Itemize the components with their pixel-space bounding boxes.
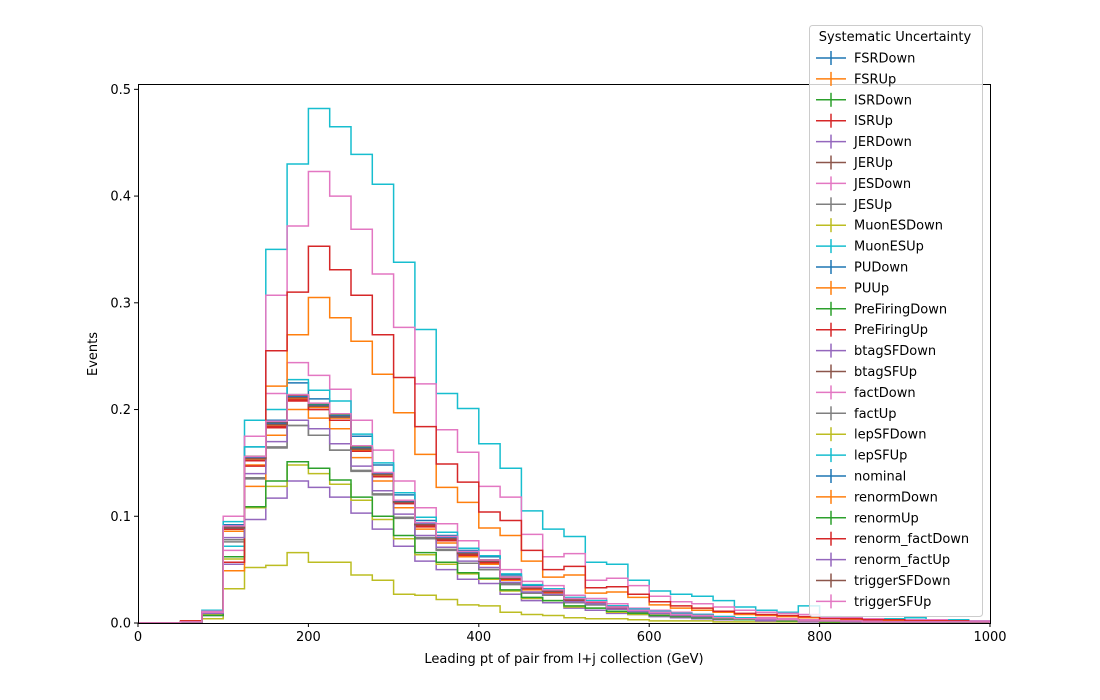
legend-label: ISRUp (854, 114, 893, 129)
legend-label: MuonESUp (854, 240, 924, 255)
legend-entry-renormDown: renormDown (816, 489, 938, 505)
y-tick-label: 0.1 (110, 510, 131, 525)
legend-entry-JERDown: JERDown (816, 134, 912, 150)
legend-label: triggerSFDown (854, 574, 950, 589)
x-tick-label: 400 (466, 630, 491, 645)
legend-entry-triggerSFDown: triggerSFDown (816, 573, 950, 589)
legend-label: btagSFUp (854, 365, 917, 380)
legend-label: PreFiringUp (854, 323, 928, 338)
legend-label: JERUp (853, 156, 893, 171)
legend-entry-nominal: nominal (816, 469, 906, 485)
legend-label: btagSFDown (854, 344, 936, 359)
legend-label: ISRDown (854, 93, 912, 108)
y-tick-label: 0.4 (110, 190, 131, 205)
legend-label: renorm_factUp (854, 553, 950, 568)
x-axis: 0 200 400 600 800 1000 (134, 623, 1007, 645)
y-tick-label: 0.5 (110, 83, 131, 98)
legend-entry-JESUp: JESUp (816, 197, 892, 213)
legend-label: JERDown (853, 135, 912, 150)
legend-entry-MuonESUp: MuonESUp (816, 239, 924, 255)
legend-label: factDown (854, 386, 916, 401)
legend-entry-JESDown: JESDown (816, 176, 911, 192)
x-tick-label: 200 (296, 630, 321, 645)
legend-label: lepSFUp (854, 449, 907, 464)
legend-label: renorm_factDown (854, 532, 969, 547)
legend-entry-PreFiringUp: PreFiringUp (816, 322, 928, 338)
series-line-MuonESDown (138, 551, 990, 624)
legend-label: triggerSFUp (854, 595, 931, 610)
legend-entry-PUDown: PUDown (816, 260, 908, 276)
legend-entry-FSRDown: FSRDown (816, 51, 915, 67)
legend-entry-renorm_factDown: renorm_factDown (816, 531, 969, 547)
legend-entry-factDown: factDown (816, 385, 916, 401)
legend-box (809, 25, 983, 617)
legend-title: Systematic Uncertainty (819, 30, 972, 45)
legend-label: renormUp (854, 511, 919, 526)
legend-entry-FSRUp: FSRUp (816, 71, 896, 87)
legend-label: FSRDown (854, 52, 915, 67)
legend-entry-ISRDown: ISRDown (816, 92, 912, 108)
x-tick-label: 600 (637, 630, 662, 645)
legend-entry-factUp: factUp (816, 406, 897, 422)
x-tick-label: 1000 (973, 630, 1006, 645)
legend-label: renormDown (854, 490, 938, 505)
legend-label: PUUp (854, 281, 889, 296)
series-line-renormUp (138, 461, 990, 624)
legend-label: FSRUp (854, 72, 896, 87)
y-axis: 0.0 0.1 0.2 0.3 0.4 0.5 (110, 83, 138, 632)
y-tick-label: 0.2 (110, 403, 131, 418)
legend-entry-renorm_factUp: renorm_factUp (816, 552, 950, 568)
legend-entry-MuonESDown: MuonESDown (816, 218, 943, 234)
legend-entry-PUUp: PUUp (816, 280, 889, 296)
x-tick-label: 0 (134, 630, 142, 645)
legend-label: lepSFDown (854, 428, 926, 443)
legend-entry-triggerSFUp: triggerSFUp (816, 594, 931, 610)
legend-entry-lepSFDown: lepSFDown (816, 427, 926, 443)
y-tick-label: 0.0 (110, 617, 131, 632)
legend-entry-btagSFDown: btagSFDown (816, 343, 936, 359)
legend-entry-renormUp: renormUp (816, 510, 919, 526)
legend-entry-PreFiringDown: PreFiringDown (816, 301, 947, 317)
x-tick-label: 800 (807, 630, 832, 645)
legend-entries: FSRDown FSRUp ISRDown ISRUp JERDown JERUp JESD… (816, 51, 969, 610)
legend-entry-lepSFUp: lepSFUp (816, 448, 907, 464)
legend-label: JESUp (853, 198, 892, 213)
legend-label: JESDown (853, 177, 911, 192)
legend-label: MuonESDown (854, 219, 943, 234)
legend-entry-btagSFUp: btagSFUp (816, 364, 917, 380)
series-layer (138, 107, 991, 624)
legend-label: PUDown (854, 261, 908, 276)
x-axis-label: Leading pt of pair from l+j collection (… (424, 652, 703, 667)
y-axis-label: Events (86, 332, 101, 376)
legend: Systematic Uncertainty FSRDown FSRUp ISRDo… (809, 25, 983, 617)
legend-entry-ISRUp: ISRUp (816, 113, 893, 129)
legend-label: factUp (854, 407, 897, 422)
legend-label: PreFiringDown (854, 302, 947, 317)
series-line-renorm_factDown (138, 245, 991, 624)
plot-frame (138, 84, 991, 624)
y-tick-label: 0.3 (110, 296, 131, 311)
legend-label: nominal (854, 470, 906, 485)
legend-entry-JERUp: JERUp (816, 155, 893, 171)
series-line-triggerSFUp (138, 393, 991, 624)
